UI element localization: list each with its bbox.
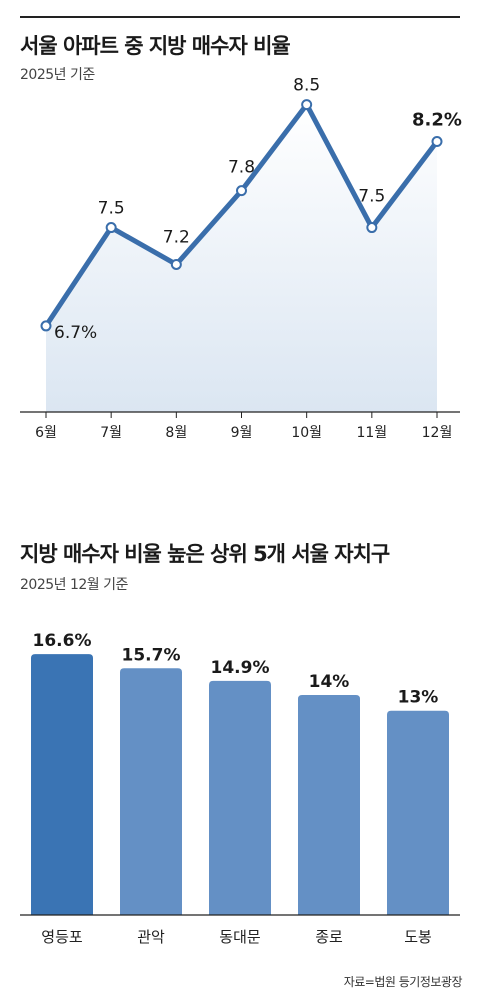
chart2-subtitle: 2025년 12월 기준 <box>20 577 128 593</box>
bar-value-label: 15.7% <box>122 645 181 665</box>
data-label: 6.7% <box>54 323 97 343</box>
bar <box>120 668 182 915</box>
category-label: 관악 <box>137 928 165 946</box>
category-label: 영등포 <box>41 928 83 946</box>
bar-value-label: 16.6% <box>33 631 92 651</box>
data-point <box>236 185 247 197</box>
x-tick-label: 12월 <box>422 425 453 441</box>
x-tick-label: 10월 <box>291 425 322 441</box>
data-label: 7.8 <box>228 158 255 178</box>
x-tick-label: 8월 <box>165 425 187 441</box>
source-note: 자료=법원 등기정보광장 <box>343 975 463 989</box>
data-label: 7.5 <box>98 199 125 219</box>
chart1-title: 서울 아파트 중 지방 매수자 비율 <box>20 34 291 58</box>
bar <box>298 695 360 915</box>
data-point <box>366 222 378 234</box>
line-chart: 6월 7월 8월 9월 10월 11월 12월 6.7% 7.5 7.2 7.8 8.5 7.5 8.2% <box>20 76 462 441</box>
bar-value-label: 14% <box>309 672 350 692</box>
x-tick-label: 9월 <box>231 425 253 441</box>
chart2-title: 지방 매수자 비율 높은 상위 5개 서울 자치구 <box>20 542 390 566</box>
bar-value-label: 14.9% <box>211 658 270 678</box>
data-point <box>431 135 443 147</box>
category-label: 종로 <box>315 928 343 946</box>
x-tick-label: 6월 <box>35 425 57 441</box>
bar-value-label: 13% <box>398 688 439 708</box>
area-fill <box>46 104 437 412</box>
bar <box>31 654 93 915</box>
chart1-subtitle: 2025년 기준 <box>20 67 95 83</box>
data-label: 7.5 <box>358 187 385 207</box>
x-tick-label: 11월 <box>356 425 387 441</box>
x-tick-label: 7월 <box>100 425 122 441</box>
data-point <box>170 258 182 270</box>
data-point <box>105 222 117 234</box>
bar <box>387 710 449 915</box>
top-rule <box>20 16 460 18</box>
data-point <box>301 99 313 111</box>
bar <box>209 680 271 915</box>
category-label: 동대문 <box>219 928 261 946</box>
data-label: 8.5 <box>293 76 320 96</box>
category-label: 도봉 <box>404 928 432 946</box>
data-point <box>40 320 52 332</box>
data-label: 8.2% <box>412 109 462 130</box>
data-label: 7.2 <box>163 227 190 247</box>
